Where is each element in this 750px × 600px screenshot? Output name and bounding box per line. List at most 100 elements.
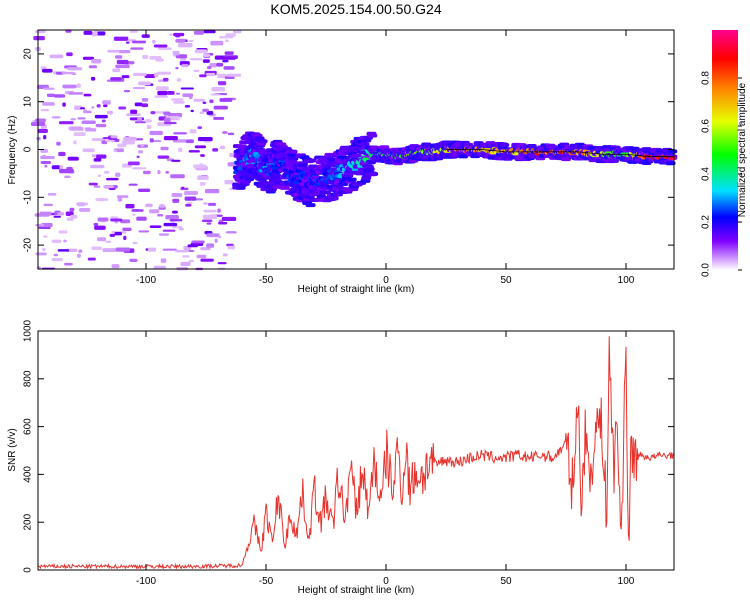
heatmap-noise-blob: [222, 57, 236, 60]
heatmap-noise-blob: [35, 224, 45, 227]
heatmap-noise-blob: [202, 59, 210, 63]
heatmap-noise-blob: [97, 174, 102, 177]
heatmap-noise-blob: [132, 241, 138, 245]
heatmap-noise-blob: [193, 164, 207, 169]
heatmap-noise-blob: [137, 117, 143, 122]
heatmap-noise-blob: [189, 129, 197, 134]
heatmap-noise-blob: [194, 49, 208, 54]
heatmap-noise-blob: [197, 126, 202, 130]
heatmap-noise-blob: [58, 121, 74, 125]
heatmap-noise-blob: [41, 223, 53, 228]
heatmap-noise-blob: [53, 253, 58, 257]
heatmap-noise-blob: [223, 66, 235, 70]
heatmap-noise-blob: [130, 109, 138, 114]
heatmap-noise-blob: [109, 233, 116, 237]
heatmap-noise-blob: [42, 102, 55, 106]
heatmap-noise-blob: [158, 116, 165, 121]
heatmap-noise-blob: [123, 136, 137, 141]
heatmap-noise-blob: [120, 219, 131, 224]
heatmap-noise-blob: [103, 104, 108, 108]
heatmap-noise-blob: [206, 111, 214, 115]
heatmap-noise-blob: [202, 108, 209, 112]
heatmap-noise-blob: [219, 98, 233, 102]
heatmap-noise-blob: [83, 93, 92, 97]
heatmap-noise-blob: [123, 90, 131, 93]
heatmap-noise-blob: [132, 209, 140, 212]
heatmap-y-tick-label: 10: [23, 96, 34, 108]
heatmap-ridge-halo: [346, 177, 357, 182]
heatmap-noise-blob: [196, 254, 207, 259]
heatmap-noise-blob: [40, 109, 50, 112]
heatmap-noise-blob: [138, 81, 151, 86]
heatmap-noise-blob: [217, 81, 227, 86]
heatmap-y-tick-label: -10: [23, 190, 34, 205]
heatmap-ridge-halo: [458, 154, 469, 159]
heatmap-noise-blob: [63, 239, 67, 243]
heatmap-ridge-halo: [257, 139, 268, 144]
heatmap-noise-blob: [164, 117, 171, 123]
heatmap-noise-blob: [129, 30, 138, 33]
heatmap-noise-blob: [77, 202, 86, 207]
snr-x-tick-label: -50: [259, 576, 274, 587]
heatmap-noise-blob: [175, 33, 181, 38]
heatmap-noise-blob: [226, 73, 242, 77]
heatmap-noise-blob: [191, 240, 205, 244]
heatmap-noise-blob: [36, 136, 41, 141]
heatmap-noise-blob: [197, 175, 209, 180]
heatmap-noise-blob: [218, 222, 228, 225]
heatmap-noise-blob: [102, 248, 117, 252]
heatmap-noise-blob: [157, 155, 170, 159]
heatmap-noise-blob: [121, 75, 130, 79]
heatmap-ridge-halo: [360, 178, 371, 183]
heatmap-ridge-halo: [361, 175, 372, 180]
heatmap-noise-blob: [83, 30, 93, 35]
snr-x-label: Height of straight line (km): [298, 585, 415, 596]
heatmap-noise-blob: [53, 94, 66, 98]
heatmap-noise-blob: [125, 41, 130, 44]
heatmap-noise-blob: [154, 95, 169, 98]
heatmap-noise-blob: [144, 119, 152, 123]
heatmap-noise-blob: [212, 41, 223, 45]
heatmap-noise-blob: [166, 90, 175, 95]
heatmap-noise-blob: [123, 235, 127, 241]
heatmap-noise-blob: [43, 87, 55, 90]
heatmap-noise-blob: [188, 259, 194, 263]
heatmap-noise-blob: [213, 117, 225, 120]
heatmap-noise-blob: [116, 59, 129, 65]
heatmap-noise-blob: [131, 40, 147, 44]
heatmap-noise-blob: [118, 106, 127, 110]
heatmap-noise-blob: [39, 211, 52, 216]
heatmap-noise-blob: [210, 93, 220, 96]
heatmap-noise-blob: [193, 69, 200, 73]
heatmap-noise-blob: [172, 226, 183, 229]
heatmap-noise-blob: [57, 249, 70, 252]
heatmap-noise-blob: [78, 249, 83, 253]
heatmap-ridge-halo: [367, 133, 378, 138]
heatmap-x-tick-label: 100: [618, 275, 635, 286]
heatmap-noise-blob: [106, 177, 119, 181]
heatmap-noise-blob: [51, 258, 63, 262]
heatmap-noise-blob: [83, 109, 87, 114]
heatmap-noise-blob: [53, 215, 61, 218]
colorbar-ticks: 0.0 0.2 0.4 0.6 0.8: [701, 71, 742, 277]
heatmap-noise-blob: [49, 54, 64, 59]
heatmap-noise-blob: [217, 73, 227, 79]
heatmap-noise-blobs: [30, 29, 243, 271]
colorbar-gradient: [712, 30, 738, 270]
heatmap-ridge-halo: [287, 159, 298, 164]
heatmap-noise-blob: [138, 230, 150, 233]
heatmap-noise-blob: [218, 235, 222, 239]
heatmap-noise-blob: [56, 141, 61, 146]
heatmap-ridge-halo: [235, 185, 246, 190]
heatmap-noise-blob: [129, 258, 138, 262]
heatmap-noise-blob: [91, 59, 102, 64]
heatmap-noise-blob: [47, 193, 57, 196]
snr-y-label: SNR (v/v): [7, 428, 18, 471]
heatmap-noise-blob: [175, 92, 181, 95]
heatmap-noise-blob: [181, 186, 185, 189]
heatmap-noise-blob: [162, 229, 176, 232]
heatmap-noise-blob: [188, 40, 194, 43]
heatmap-noise-blob: [128, 183, 138, 186]
heatmap-noise-blob: [212, 148, 219, 152]
heatmap-ridge-halo: [256, 177, 267, 182]
